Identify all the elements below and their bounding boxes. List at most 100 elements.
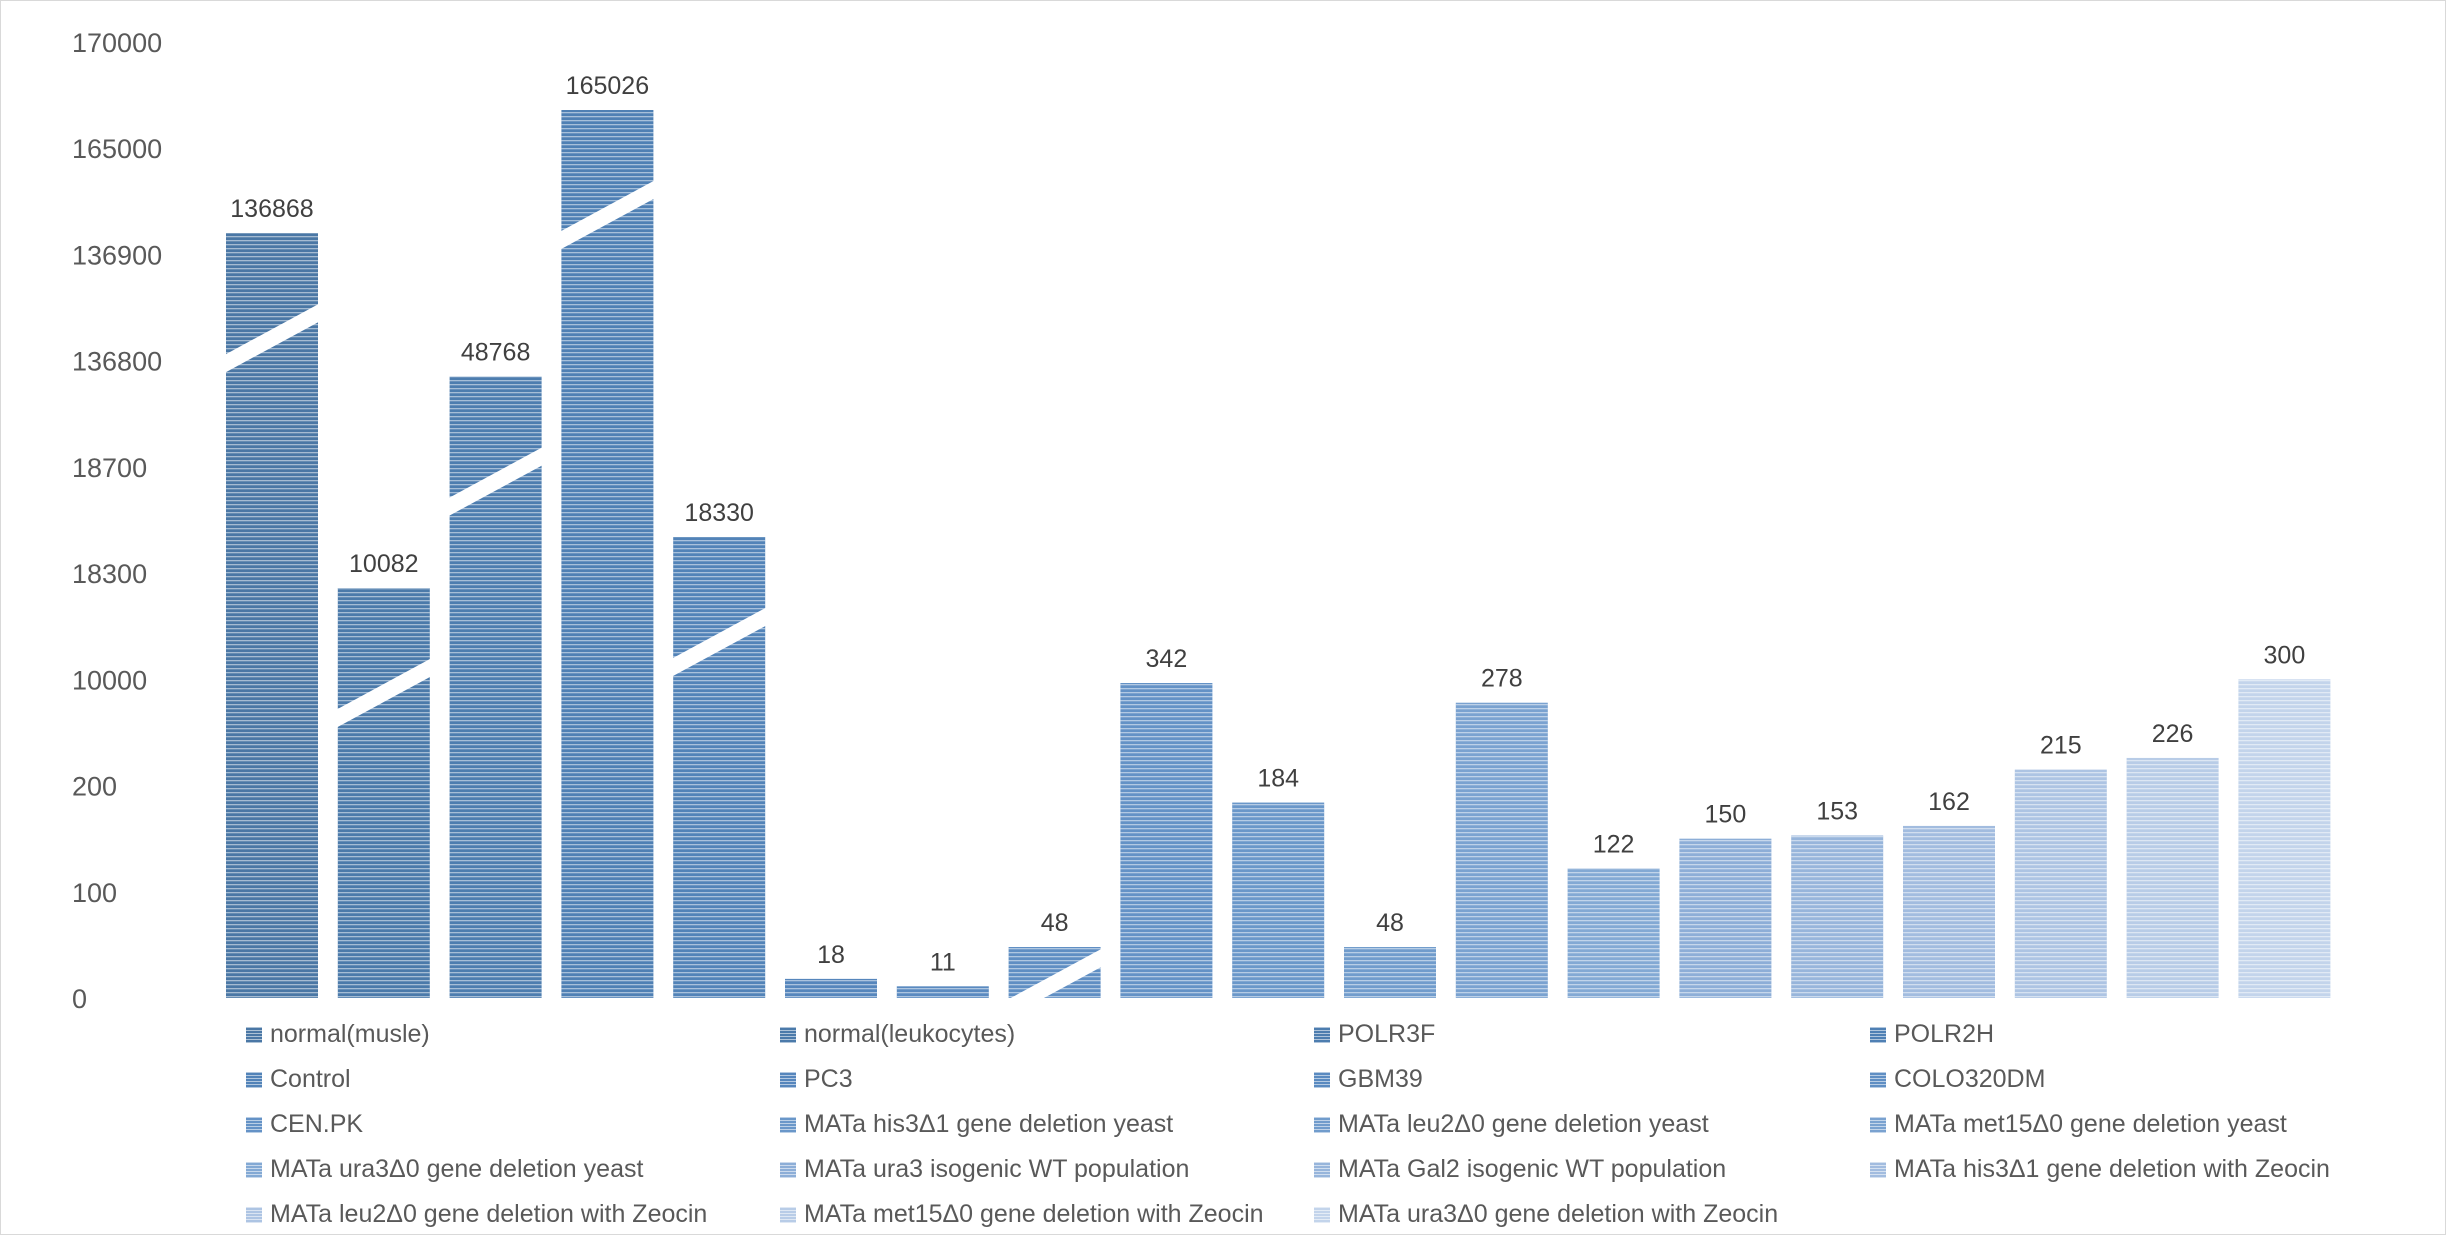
data-label: 122 [1593, 830, 1635, 858]
legend-swatch [1314, 1116, 1330, 1133]
bar-polr3f [447, 376, 544, 999]
legend-label: MATa met15Δ0 gene deletion with Zeocin [804, 1200, 1264, 1228]
data-label: 10082 [349, 550, 419, 578]
bar-mata-leu2-0-gene-deletion-with-zeocin-stripes [2014, 769, 2107, 998]
legend-item: MATa ura3Δ0 gene deletion yeast [246, 1147, 780, 1192]
legend-label: MATa ura3Δ0 gene deletion yeast [270, 1155, 644, 1183]
bar-mata-ura3-0-gene-deletion-with-zeocin-stripes [2238, 679, 2331, 998]
data-label: 11 [930, 948, 956, 976]
legend-swatch [1314, 1161, 1330, 1178]
legend-label: MATa met15Δ0 gene deletion yeast [1894, 1110, 2287, 1138]
legend-item: MATa leu2Δ0 gene deletion with Zeocin [246, 1192, 780, 1237]
legend-swatch [1870, 1026, 1886, 1043]
bar-mata-met15-0-gene-deletion-with-zeocin-stripes [2126, 757, 2219, 998]
legend-item: MATa his3Δ1 gene deletion with Zeocin [1870, 1147, 2426, 1192]
y-tick-label: 18300 [72, 559, 147, 589]
bar-mata-ura3-0-gene-deletion-yeast [1567, 868, 1660, 998]
bar-control-stripes [673, 537, 766, 998]
legend-swatch [246, 1116, 262, 1133]
legend-label: Control [270, 1065, 351, 1093]
legend-label: MATa his3Δ1 gene deletion with Zeocin [1894, 1155, 2330, 1183]
y-tick-label: 165000 [72, 134, 162, 164]
legend-item: CEN.PK [246, 1102, 780, 1147]
y-tick-label: 10000 [72, 665, 147, 695]
axis-break-mark [447, 446, 544, 517]
legend-item: MATa Gal2 isogenic WT population [1314, 1147, 1870, 1192]
legend-item: MATa ura3 isogenic WT population [780, 1147, 1314, 1192]
legend-item: POLR2H [1870, 1012, 2426, 1057]
data-label: 215 [2040, 732, 2082, 760]
bar-polr2h [559, 110, 656, 998]
data-label: 136868 [230, 195, 313, 223]
bar-gbm39 [896, 986, 989, 998]
data-labels-group: 136868 10082 48768 165026 18330 18 11 48 342 184 4… [230, 72, 2305, 976]
bar-mata-gal2-isogenic-wt-population-stripes [1791, 835, 1884, 998]
data-label: 300 [2264, 641, 2306, 669]
data-label: 184 [1257, 765, 1299, 793]
data-label: 278 [1481, 665, 1523, 693]
bar-mata-leu2-0-gene-deletion-yeast-stripes [1344, 947, 1436, 998]
legend-label: MATa Gal2 isogenic WT population [1338, 1155, 1727, 1183]
bar-pc3 [785, 978, 877, 998]
data-label: 48768 [461, 339, 531, 367]
bar-mata-his3-1-gene-deletion-with-zeocin [1903, 825, 1995, 998]
axis-break-mark [335, 658, 432, 728]
bar-mata-ura3-0-gene-deletion-with-zeocin [2238, 679, 2331, 998]
y-tick-label: 18700 [72, 453, 147, 483]
bar-mata-met15-0-gene-deletion-with-zeocin [2126, 757, 2219, 998]
y-axis: 0 100 200 10000 18300 18700 136800 136900 165000… [72, 28, 162, 1014]
legend-swatch [780, 1116, 796, 1133]
bars-group [224, 110, 2331, 1019]
legend-item: MATa leu2Δ0 gene deletion yeast [1314, 1102, 1870, 1147]
legend-label: MATa leu2Δ0 gene deletion yeast [1338, 1110, 1709, 1138]
legend-swatch [1314, 1071, 1330, 1088]
legend-item: Control [246, 1057, 780, 1102]
legend-label: GBM39 [1338, 1065, 1423, 1093]
legend-item: MATa his3Δ1 gene deletion yeast [780, 1102, 1314, 1147]
legend-item: PC3 [780, 1057, 1314, 1102]
legend: normal(musle) normal(leukocytes) POLR3F POL… [246, 1012, 2426, 1237]
legend-label: MATa his3Δ1 gene deletion yeast [804, 1110, 1174, 1138]
bar-cen-pk [1120, 683, 1213, 998]
legend-swatch [780, 1206, 796, 1223]
legend-label: normal(musle) [270, 1020, 430, 1048]
y-tick-label: 170000 [72, 28, 162, 58]
bar-mata-met15-0-gene-deletion-yeast [1455, 702, 1548, 998]
legend-item: MATa ura3Δ0 gene deletion with Zeocin [1314, 1192, 1870, 1237]
legend-swatch [780, 1161, 796, 1178]
legend-swatch [780, 1071, 796, 1088]
legend-label: MATa leu2Δ0 gene deletion with Zeocin [270, 1200, 708, 1228]
bar-normal-leukocytes-stripes [337, 588, 430, 998]
y-tick-label: 200 [72, 772, 117, 802]
legend-item: GBM39 [1314, 1057, 1870, 1102]
legend-swatch [1870, 1071, 1886, 1088]
legend-item: MATa met15Δ0 gene deletion yeast [1870, 1102, 2426, 1147]
bar-polr2h-stripes [561, 110, 654, 998]
axis-break-mark [559, 180, 656, 250]
y-tick-label: 136800 [72, 347, 162, 377]
bar-mata-his3-1-gene-deletion-yeast-stripes [1232, 802, 1325, 998]
data-label: 153 [1816, 797, 1858, 825]
axis-break-mark [671, 607, 768, 677]
data-label: 226 [2152, 720, 2194, 748]
legend-swatch [246, 1206, 262, 1223]
legend-item: normal(musle) [246, 1012, 780, 1057]
legend-label: normal(leukocytes) [804, 1020, 1016, 1048]
y-tick-label: 0 [72, 984, 87, 1014]
legend-swatch [246, 1071, 262, 1088]
y-tick-label: 100 [72, 878, 117, 908]
y-tick-label: 136900 [72, 240, 162, 270]
legend-label: COLO320DM [1894, 1065, 2046, 1093]
legend-swatch [1870, 1161, 1886, 1178]
data-label: 18330 [684, 499, 754, 527]
data-label: 48 [1376, 909, 1404, 937]
bar-control [671, 537, 768, 998]
legend-item: POLR3F [1314, 1012, 1870, 1057]
legend-label: MATa ura3 isogenic WT population [804, 1155, 1190, 1183]
legend-item: COLO320DM [1870, 1057, 2426, 1102]
legend-label: POLR2H [1894, 1020, 1995, 1048]
axis-break-mark [224, 303, 320, 374]
bar-mata-met15-0-gene-deletion-yeast-stripes [1455, 702, 1548, 998]
legend-item: MATa met15Δ0 gene deletion with Zeocin [780, 1192, 1314, 1237]
